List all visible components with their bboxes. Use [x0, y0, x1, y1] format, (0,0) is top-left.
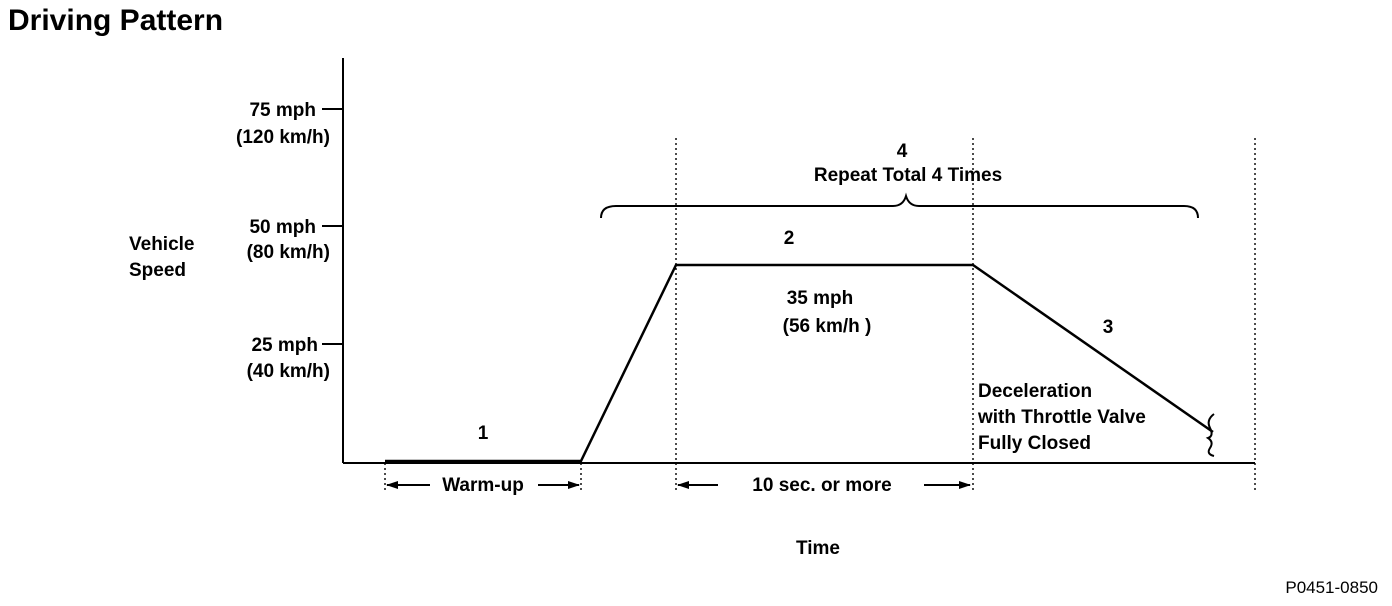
decel-note-line3: Fully Closed [978, 433, 1091, 454]
hold-interval-label: 10 sec. or more [752, 475, 891, 496]
step-4-label: 4 [897, 141, 908, 162]
x-axis-label: Time [796, 538, 840, 559]
y-tick-label-25-mph: 25 mph [251, 335, 318, 356]
y-tick-label-50-kmh: (80 km/h) [247, 242, 330, 263]
y-tick-label-75-kmh: (120 km/h) [236, 127, 330, 148]
decel-note-line1: Deceleration [978, 381, 1092, 402]
y-axis-label-line2: Speed [129, 260, 186, 281]
decel-end-brace [1205, 413, 1215, 457]
step-2-label: 2 [784, 228, 795, 249]
decel-note-line2: with Throttle Valve [977, 407, 1146, 428]
repeat-label: Repeat Total 4 Times [814, 165, 1002, 186]
figure-code: P0451-0850 [1285, 578, 1378, 597]
step-3-label: 3 [1103, 317, 1114, 338]
y-tick-label-75-mph: 75 mph [249, 100, 316, 121]
y-tick-label-50-mph: 50 mph [249, 217, 316, 238]
cruise-speed-mph: 35 mph [787, 288, 854, 309]
repeat-brace [600, 192, 1199, 219]
warmup-label: Warm-up [442, 475, 524, 496]
y-axis-label-line1: Vehicle [129, 234, 195, 255]
speed-profile-line [385, 263, 1214, 463]
diagram-title: Driving Pattern [8, 4, 223, 37]
cruise-speed-kmh: (56 km/h ) [783, 316, 872, 337]
y-tick-label-25-kmh: (40 km/h) [247, 361, 330, 382]
step-1-label: 1 [478, 423, 489, 444]
